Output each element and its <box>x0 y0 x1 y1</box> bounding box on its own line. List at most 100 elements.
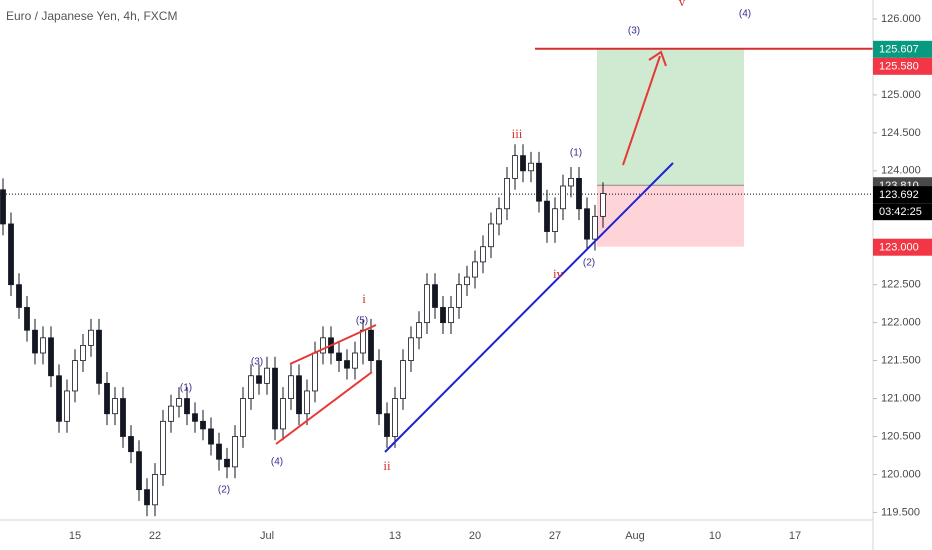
x-tick-label: 10 <box>709 530 721 542</box>
candle-body <box>248 375 254 399</box>
candle-body <box>224 458 230 468</box>
candle-body <box>280 398 286 430</box>
wave-label: ii <box>383 458 391 473</box>
wave-label: v <box>679 0 686 9</box>
wave-label: (1) <box>570 148 582 159</box>
candle-body <box>376 360 382 415</box>
candle-body <box>40 337 46 354</box>
candle-body <box>32 329 38 354</box>
wave-label: (3) <box>628 26 640 37</box>
candle-body <box>496 208 502 225</box>
candle-body <box>152 474 158 506</box>
wave-label: (2) <box>218 485 230 496</box>
candle-body <box>320 337 326 354</box>
candle-body <box>512 155 518 179</box>
chart-title: Euro / Japanese Yen, 4h, FXCM <box>6 9 177 23</box>
candle-body <box>448 307 454 324</box>
y-tick-label: 126.000 <box>881 13 921 25</box>
price-label-bg <box>873 186 932 204</box>
candle-body <box>416 322 422 339</box>
y-tick-label: 124.500 <box>881 127 921 139</box>
y-tick-label: 124.000 <box>881 165 921 177</box>
y-tick-label: 120.000 <box>881 468 921 480</box>
candle-body <box>72 360 78 392</box>
candle-body <box>576 177 582 210</box>
candle-body <box>352 352 358 369</box>
candle-body <box>208 428 214 445</box>
candle-body <box>368 329 374 361</box>
candle-body <box>408 337 414 361</box>
price-label: 123.692 <box>879 189 919 201</box>
candle-body <box>520 155 526 172</box>
candle-body <box>192 413 198 422</box>
target-arrow <box>622 55 661 166</box>
y-tick-label: 122.000 <box>881 317 921 329</box>
candle-body <box>568 177 574 187</box>
candle-body <box>56 375 62 422</box>
candle-body <box>216 443 222 460</box>
candle-body <box>384 413 390 437</box>
candle-body <box>184 398 190 415</box>
y-tick-label: 121.500 <box>881 354 921 366</box>
y-tick-label: 121.000 <box>881 392 921 404</box>
y-tick-label: 125.000 <box>881 89 921 101</box>
x-tick-label: Aug <box>625 530 645 542</box>
wave-label: (5) <box>356 316 368 327</box>
candle-body <box>288 375 294 399</box>
candle-body <box>8 223 14 286</box>
candle-body <box>472 261 478 278</box>
candle-body <box>240 398 246 437</box>
candle-body <box>544 200 550 232</box>
candle-body <box>176 398 182 407</box>
candle-body <box>392 398 398 437</box>
candle-body <box>48 337 54 377</box>
candle-body <box>432 284 438 308</box>
candle-body <box>144 489 150 506</box>
candle-body <box>264 367 270 384</box>
candle-body <box>528 162 534 172</box>
candle-body <box>344 360 350 369</box>
candle-body <box>104 382 110 415</box>
candle-body <box>80 345 86 361</box>
x-tick-label: Jul <box>260 530 274 542</box>
y-tick-label: 119.500 <box>881 506 920 518</box>
candle-body <box>480 246 486 263</box>
candle-body <box>0 189 6 225</box>
price-label: 125.580 <box>879 61 919 73</box>
candle-body <box>464 276 470 286</box>
candle-body <box>424 284 430 324</box>
candle-body <box>160 420 166 475</box>
x-tick-label: 17 <box>789 530 801 542</box>
candle-body <box>168 405 174 422</box>
wave-label: iii <box>512 126 523 141</box>
candle-body <box>64 390 70 422</box>
y-tick-label: 122.500 <box>881 279 921 291</box>
candle-body <box>272 367 278 430</box>
candle-body <box>296 375 302 415</box>
candle-body <box>120 398 126 437</box>
candle-body <box>504 177 510 210</box>
x-tick-label: 22 <box>149 530 161 542</box>
price-label: 123.000 <box>879 242 919 254</box>
candle-body <box>304 390 310 415</box>
arrow-head <box>648 50 667 67</box>
wave-label: (1) <box>180 383 192 394</box>
wave-label: iv <box>553 266 564 281</box>
candle-body <box>16 284 22 308</box>
candle-body <box>360 329 366 354</box>
price-label: 125.607 <box>879 44 919 56</box>
countdown-bg <box>873 203 932 221</box>
wave-label: (4) <box>739 9 751 20</box>
candle-body <box>88 329 94 346</box>
candle-body <box>456 284 462 308</box>
wedge-lower <box>275 371 373 445</box>
price-label-bg <box>873 40 932 58</box>
candle-body <box>96 329 102 384</box>
x-tick-label: 20 <box>469 530 481 542</box>
wave-label: (3) <box>251 357 263 368</box>
candle-body <box>440 307 446 324</box>
candle-body <box>136 451 142 491</box>
wave-label: (2) <box>583 258 595 269</box>
